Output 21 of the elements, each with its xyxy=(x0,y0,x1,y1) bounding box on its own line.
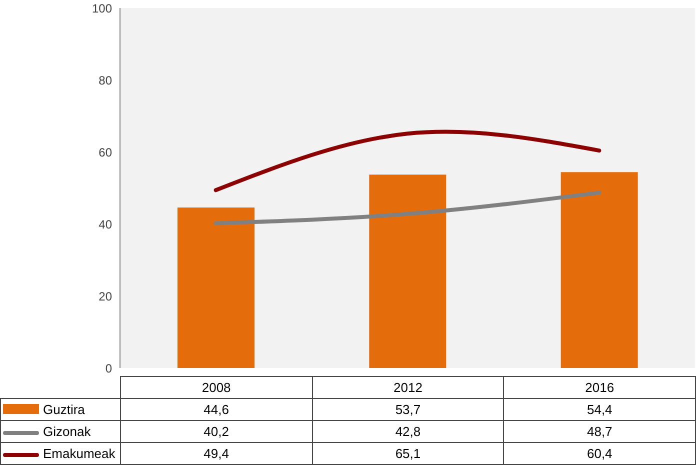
y-tick-label: 100 xyxy=(92,1,112,16)
x-tick-label: 2016 xyxy=(504,376,696,398)
y-tick-label: 60 xyxy=(98,145,112,160)
data-label: 44,6 xyxy=(120,398,312,420)
data-label: 65,1 xyxy=(312,442,504,464)
legend-label: Guztira xyxy=(0,398,120,420)
data-label: 53,7 xyxy=(312,398,504,420)
y-tick-label: 20 xyxy=(98,289,112,304)
x-tick-label: 2008 xyxy=(120,376,312,398)
data-label: 40,2 xyxy=(120,420,312,442)
y-tick-label: 40 xyxy=(98,217,112,232)
data-label: 42,8 xyxy=(312,420,504,442)
x-tick-label: 2012 xyxy=(312,376,504,398)
data-label: 49,4 xyxy=(120,442,312,464)
data-label: 48,7 xyxy=(504,420,696,442)
y-tick-label: 80 xyxy=(98,73,112,88)
data-label: 54,4 xyxy=(504,398,696,420)
legend-label: Gizonak xyxy=(0,420,120,442)
data-label: 60,4 xyxy=(504,442,696,464)
y-tick-label: 0 xyxy=(105,361,112,376)
legend-label: Emakumeak xyxy=(0,442,120,464)
